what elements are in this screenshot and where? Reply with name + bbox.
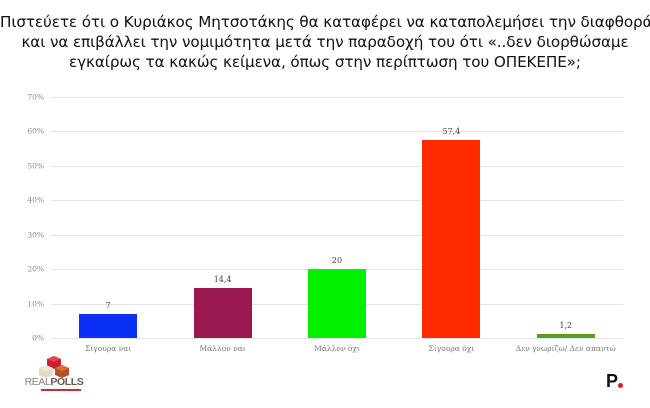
chart-title: Πιστεύετε ότι ο Κυριάκος Μητσοτάκης θα κ…: [0, 12, 650, 72]
gridline: [51, 166, 623, 167]
realpolls-wordmark: REALPOLLS: [24, 376, 84, 388]
gridline: [51, 131, 623, 132]
x-category-label: Σίγουρα όχι: [428, 344, 475, 353]
y-tick-label: 0%: [32, 333, 44, 343]
y-tick-label: 50%: [27, 161, 44, 170]
x-category-label: Μάλλον όχι: [314, 344, 360, 353]
bar-value-label: 20: [331, 256, 343, 265]
y-tick-label: 30%: [27, 230, 44, 239]
bar-value-label: 7: [105, 300, 111, 310]
x-category-label: Μάλλον ναι: [199, 344, 246, 353]
gridline: [51, 200, 623, 201]
x-category-label: Δεν γνωρίζω/ Δεν απαντώ: [515, 344, 616, 353]
title-line-2: και να επιβάλλει την νομιμότητα μετά την…: [21, 33, 629, 51]
gridline: [51, 97, 623, 98]
red-dot-icon: [618, 383, 623, 388]
y-tick-label: 40%: [27, 195, 44, 205]
bar: [193, 288, 252, 338]
bar-value-label: 14,4: [213, 275, 232, 285]
title-line-1: Πιστεύετε ότι ο Κυριάκος Μητσοτάκης θα κ…: [0, 13, 650, 31]
realpolls-tagline: [41, 389, 81, 391]
y-tick-label: 60%: [27, 126, 44, 136]
bar: [79, 313, 138, 338]
bar: [536, 333, 595, 338]
cubes-icon: [39, 356, 69, 378]
x-category-label: Σίγουρα ναι: [85, 344, 132, 353]
y-tick-label: 10%: [27, 299, 44, 308]
title-line-3: εγκαίρως τα κακώς κείμενα, όπως στην περ…: [69, 53, 581, 71]
bar-value-label: 57,4: [442, 126, 461, 136]
y-tick-label: 70%: [27, 92, 44, 101]
y-tick-label: 20%: [27, 264, 44, 274]
bar: [308, 269, 366, 338]
realpolls-logo: REALPOLLS: [24, 355, 84, 395]
bar-value-label: 1,2: [559, 320, 573, 330]
bar: [422, 139, 481, 338]
publisher-logo: P: [606, 372, 623, 390]
gridline: [51, 338, 623, 339]
gridline: [51, 235, 623, 236]
